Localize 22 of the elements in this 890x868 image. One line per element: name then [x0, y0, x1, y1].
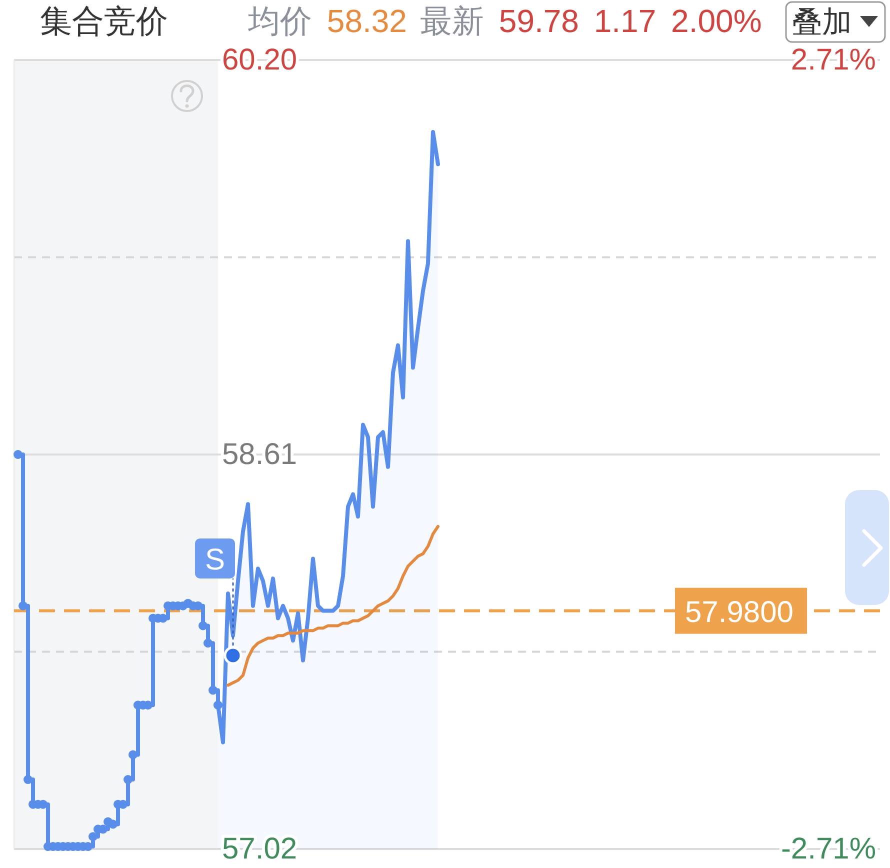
point: [14, 450, 22, 459]
point: [204, 638, 212, 648]
point: [224, 646, 242, 665]
y-tick-label: 60.20: [222, 44, 298, 76]
point: [208, 686, 218, 695]
text: 叠加: [792, 6, 852, 39]
point: [128, 750, 138, 760]
y2-tick-label: 2.71%: [790, 44, 876, 76]
y-tick-label: 58.61: [222, 438, 298, 471]
point: [198, 621, 208, 630]
y2-tick-label: -2.71%: [780, 832, 876, 866]
point: [124, 775, 132, 784]
line-series: [226, 524, 440, 687]
point: [88, 832, 98, 842]
point: [24, 775, 32, 784]
ref-line-label: 57.9800: [685, 596, 794, 629]
y-tick-label: 57.02: [222, 832, 298, 866]
annotation: S: [204, 543, 226, 576]
point: [18, 601, 28, 610]
text: 最新 59.78 1.17 2.00%: [420, 3, 762, 39]
text: 均价 58.32: [247, 3, 407, 39]
chart-title: 集合竞价: [40, 3, 168, 39]
